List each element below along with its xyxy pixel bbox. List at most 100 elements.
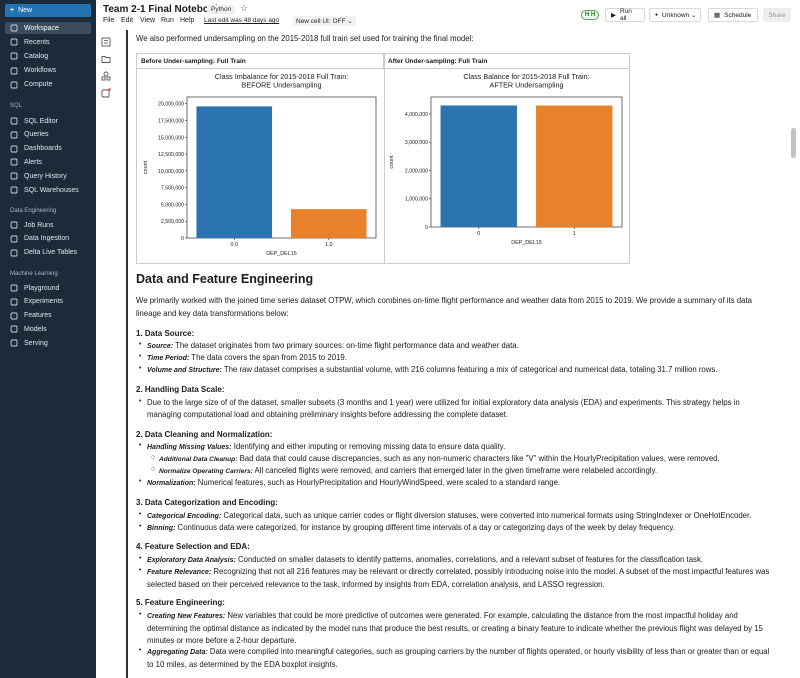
sidebar-item-sql-editor[interactable]: SQL Editor xyxy=(5,115,91,127)
cloud-icon xyxy=(10,81,18,89)
sidebar-item-features[interactable]: Features xyxy=(5,310,91,322)
last-edit-link[interactable]: Last edit was 48 days ago xyxy=(204,17,280,24)
chart-table: Before Under-sampling: Full Train After … xyxy=(136,53,630,264)
sidebar-section-label: SQL xyxy=(10,103,23,109)
schedule-button[interactable]: ▦ Schedule xyxy=(708,8,758,22)
delta-icon xyxy=(10,249,18,257)
sidebar-item-data-ingestion[interactable]: Data Ingestion xyxy=(5,233,91,245)
new-cell-ui-toggle[interactable]: New cell UI: OFF ⌄ xyxy=(293,16,356,26)
section-heading: Data and Feature Engineering xyxy=(136,272,314,286)
dashboard-icon xyxy=(10,145,18,153)
bullet-icon: • xyxy=(139,523,142,530)
sidebar-item-job-runs[interactable]: Job Runs xyxy=(5,219,91,231)
new-button-label: New xyxy=(18,7,33,14)
sidebar-item-models[interactable]: Models xyxy=(5,323,91,335)
sidebar-item-queries[interactable]: Queries xyxy=(5,129,91,141)
list-item-text: Bad data that could cause discrepancies,… xyxy=(237,454,720,463)
menu-help[interactable]: Help xyxy=(180,17,195,24)
sidebar-item-workspace[interactable]: Workspace xyxy=(5,22,91,34)
markdown-cell[interactable] xyxy=(126,30,784,678)
sidebar-item-workflows[interactable]: Workflows xyxy=(5,65,91,77)
run-all-button[interactable]: ▶ Run all xyxy=(605,8,645,22)
y-tick-label: 5,000,000 xyxy=(161,202,184,208)
sidebar: + New Workspace Recents Catalog Workflows Co… xyxy=(0,0,96,678)
summary-text: We primarily worked with the joined time… xyxy=(136,296,752,318)
sidebar-item-experiments[interactable]: Experiments xyxy=(5,296,91,308)
bullet-icon: • xyxy=(139,478,142,485)
subsection-heading: 4. Feature Selection and EDA: xyxy=(136,542,250,551)
list-item-text: The data covers the span from 2015 to 20… xyxy=(189,353,347,362)
bullet-icon: • xyxy=(139,341,142,348)
plus-icon: + xyxy=(10,7,15,14)
share-button[interactable]: Share xyxy=(763,8,791,22)
menu-file[interactable]: File xyxy=(103,17,115,24)
chart-title: Class Imbalance for 2015-2018 Full Train… xyxy=(215,72,348,81)
catalog-icon xyxy=(10,52,18,60)
bullet-icon: • xyxy=(139,567,142,574)
serving-icon xyxy=(10,339,18,347)
list-item: Volume and Structure: The raw dataset co… xyxy=(147,364,777,377)
sidebar-item-serving[interactable]: Serving xyxy=(5,337,91,349)
list-item-label: Feature Relevance: xyxy=(147,569,212,576)
history-icon xyxy=(10,172,18,180)
x-tick-label: 0.0 xyxy=(231,242,239,248)
ingest-icon xyxy=(10,235,18,243)
bullet-icon: • xyxy=(139,647,142,654)
notebook-title[interactable]: Team 2-1 Final Notebook xyxy=(103,4,221,15)
subsection-heading: 5. Feature Engineering: xyxy=(136,598,225,607)
new-button[interactable]: + New xyxy=(5,4,91,17)
chart-after-undersampling: Class Balance for 2015-2018 Full Train:A… xyxy=(389,72,623,246)
table-of-contents-icon[interactable] xyxy=(101,37,111,47)
calendar-icon: ▦ xyxy=(714,12,721,19)
y-tick-label: 10,000,000 xyxy=(158,169,184,175)
bullet-icon: • xyxy=(139,611,142,618)
sidebar-item-catalog[interactable]: Catalog xyxy=(5,50,91,62)
sidebar-item-label: Models xyxy=(24,325,47,333)
x-tick-label: 1 xyxy=(573,231,576,237)
sidebar-item-query-history[interactable]: Query History xyxy=(5,170,91,182)
sidebar-item-label: Data Ingestion xyxy=(24,235,70,243)
language-badge[interactable]: Python xyxy=(207,5,236,14)
menu-run[interactable]: Run xyxy=(161,17,174,24)
y-axis-label: count xyxy=(389,155,395,169)
sidebar-item-label: Delta Live Tables xyxy=(24,249,78,257)
shapes-icon[interactable] xyxy=(101,71,111,81)
avatar[interactable]: H H xyxy=(581,10,599,20)
list-item-text: The dataset originates from two primary … xyxy=(173,341,519,350)
sidebar-item-sql-warehouses[interactable]: SQL Warehouses xyxy=(5,184,91,196)
bullet-icon: • xyxy=(139,511,142,518)
sidebar-item-compute[interactable]: Compute xyxy=(5,79,91,91)
assistant-icon[interactable] xyxy=(101,88,111,98)
list-item: Additional Data Cleanup: Bad data that c… xyxy=(159,453,777,466)
cluster-selector[interactable]: ● Unknown ⌄ xyxy=(649,8,701,22)
sidebar-item-dashboards[interactable]: Dashboards xyxy=(5,143,91,155)
list-item: Due to the large size of of the dataset,… xyxy=(147,398,740,419)
sidebar-section-label: Data Engineering xyxy=(10,208,57,214)
bar-0.0 xyxy=(196,106,273,239)
bar-0 xyxy=(440,105,517,227)
sidebar-item-recents[interactable]: Recents xyxy=(5,36,91,48)
list-item: Binning: Continuous data were categorize… xyxy=(147,522,777,535)
star-icon[interactable]: ☆ xyxy=(240,3,249,13)
folder-icon[interactable] xyxy=(101,54,111,64)
sidebar-item-label: Queries xyxy=(24,131,49,139)
schedule-label: Schedule xyxy=(724,11,752,19)
sidebar-item-label: Job Runs xyxy=(24,221,54,229)
list-item-label: Categorical Encoding: xyxy=(147,513,222,520)
chart-title: AFTER Undersampling xyxy=(490,81,564,90)
list-item-label: Normalize Operating Carriers: xyxy=(159,468,253,475)
chevron-down-icon: ⌄ xyxy=(347,18,353,25)
notebook-tool-rail xyxy=(96,30,120,678)
x-tick-label: 0 xyxy=(477,231,480,237)
sidebar-item-label: Playground xyxy=(24,284,60,292)
menu-view[interactable]: View xyxy=(140,17,156,24)
list-item: Source: The dataset originates from two … xyxy=(147,340,777,353)
sidebar-item-alerts[interactable]: Alerts xyxy=(5,156,91,168)
sidebar-item-label: Catalog xyxy=(24,52,49,60)
sidebar-item-playground[interactable]: Playground xyxy=(5,282,91,294)
list-item: Handling Missing Values: Identifying and… xyxy=(147,441,777,454)
menu-edit[interactable]: Edit xyxy=(121,17,134,24)
sidebar-item-delta-live-tables[interactable]: Delta Live Tables xyxy=(5,247,91,259)
run-all-label: Run all xyxy=(620,8,632,22)
vertical-scrollbar[interactable] xyxy=(791,128,796,158)
